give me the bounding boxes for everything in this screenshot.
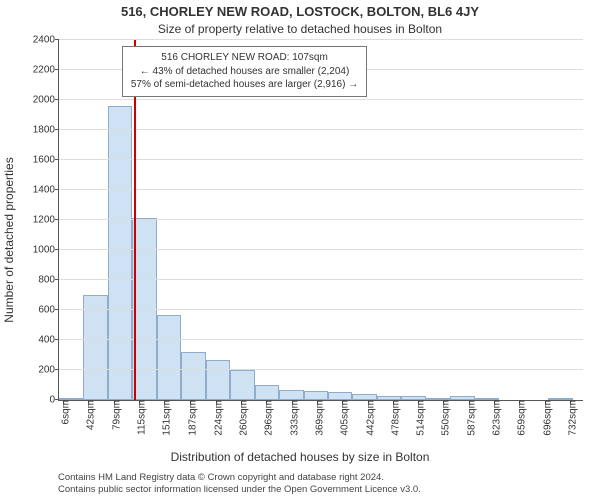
info-box-line-3: 57% of semi-detached houses are larger (… [131, 78, 358, 92]
y-tick-label: 2000 [33, 95, 59, 106]
x-tick-label: 623sqm [486, 400, 503, 436]
x-tick-label: 550sqm [435, 400, 452, 436]
x-tick-label: 296sqm [257, 400, 274, 436]
gridline-h [59, 309, 583, 310]
gridline-h [59, 339, 583, 340]
gridline-h [59, 39, 583, 40]
x-tick-label: 732sqm [562, 400, 579, 436]
x-tick-label: 187sqm [181, 400, 198, 436]
y-tick-label: 400 [38, 335, 59, 346]
y-tick-label: 2200 [33, 65, 59, 76]
y-tick-label: 600 [38, 305, 59, 316]
y-tick-mark [55, 129, 59, 130]
gridline-h [59, 129, 583, 130]
x-tick-label: 6sqm [55, 400, 72, 424]
gridline-h [59, 279, 583, 280]
y-tick-mark [55, 189, 59, 190]
y-tick-mark [55, 249, 59, 250]
histogram-bar [108, 106, 132, 400]
x-tick-label: 79sqm [106, 400, 123, 430]
gridline-h [59, 219, 583, 220]
gridline-h [59, 249, 583, 250]
gridline-h [59, 99, 583, 100]
x-tick-label: 514sqm [410, 400, 427, 436]
histogram-bar [206, 360, 230, 400]
info-box: 516 CHORLEY NEW ROAD: 107sqm← 43% of det… [122, 46, 367, 97]
histogram-bar [157, 315, 181, 401]
y-tick-label: 1400 [33, 185, 59, 196]
y-tick-mark [55, 39, 59, 40]
y-tick-mark [55, 279, 59, 280]
y-tick-mark [55, 309, 59, 310]
histogram-bar [230, 370, 254, 400]
histogram-bar [328, 392, 352, 400]
gridline-h [59, 369, 583, 370]
x-tick-label: 333sqm [283, 400, 300, 436]
y-tick-label: 1800 [33, 125, 59, 136]
y-tick-mark [55, 159, 59, 160]
plot-area: 0200400600800100012001400160018002000220… [58, 40, 583, 401]
y-tick-label: 200 [38, 365, 59, 376]
info-box-line-2: ← 43% of detached houses are smaller (2,… [131, 65, 358, 79]
histogram-bar [83, 295, 107, 400]
chart-title: 516, CHORLEY NEW ROAD, LOSTOCK, BOLTON, … [0, 4, 600, 19]
info-box-line-1: 516 CHORLEY NEW ROAD: 107sqm [131, 51, 358, 65]
x-axis-label: Distribution of detached houses by size … [0, 450, 600, 464]
x-tick-label: 659sqm [511, 400, 528, 436]
chart-container: 516, CHORLEY NEW ROAD, LOSTOCK, BOLTON, … [0, 0, 600, 500]
x-tick-label: 115sqm [131, 400, 148, 435]
y-tick-mark [55, 219, 59, 220]
histogram-bar [304, 391, 328, 400]
gridline-h [59, 189, 583, 190]
histogram-bar [181, 352, 205, 400]
x-tick-label: 442sqm [359, 400, 376, 436]
y-tick-label: 1600 [33, 155, 59, 166]
x-tick-label: 260sqm [232, 400, 249, 436]
y-tick-label: 2400 [33, 35, 59, 46]
attribution-text: Contains HM Land Registry data © Crown c… [58, 472, 590, 496]
attribution-line-1: Contains HM Land Registry data © Crown c… [58, 472, 590, 484]
chart-subtitle: Size of property relative to detached ho… [0, 22, 600, 36]
attribution-line-2: Contains public sector information licen… [58, 484, 590, 496]
histogram-bar [279, 390, 303, 401]
y-tick-label: 1200 [33, 215, 59, 226]
y-tick-label: 1000 [33, 245, 59, 256]
x-tick-label: 696sqm [537, 400, 554, 436]
x-tick-label: 42sqm [80, 400, 97, 430]
y-tick-mark [55, 369, 59, 370]
x-tick-label: 369sqm [308, 400, 325, 436]
histogram-bar [255, 385, 279, 400]
x-tick-label: 405sqm [333, 400, 350, 436]
x-tick-label: 587sqm [461, 400, 478, 436]
y-tick-mark [55, 69, 59, 70]
y-tick-mark [55, 99, 59, 100]
y-tick-label: 800 [38, 275, 59, 286]
y-tick-mark [55, 339, 59, 340]
x-tick-label: 224sqm [207, 400, 224, 436]
gridline-h [59, 159, 583, 160]
x-tick-label: 478sqm [384, 400, 401, 436]
x-tick-label: 151sqm [156, 400, 173, 436]
